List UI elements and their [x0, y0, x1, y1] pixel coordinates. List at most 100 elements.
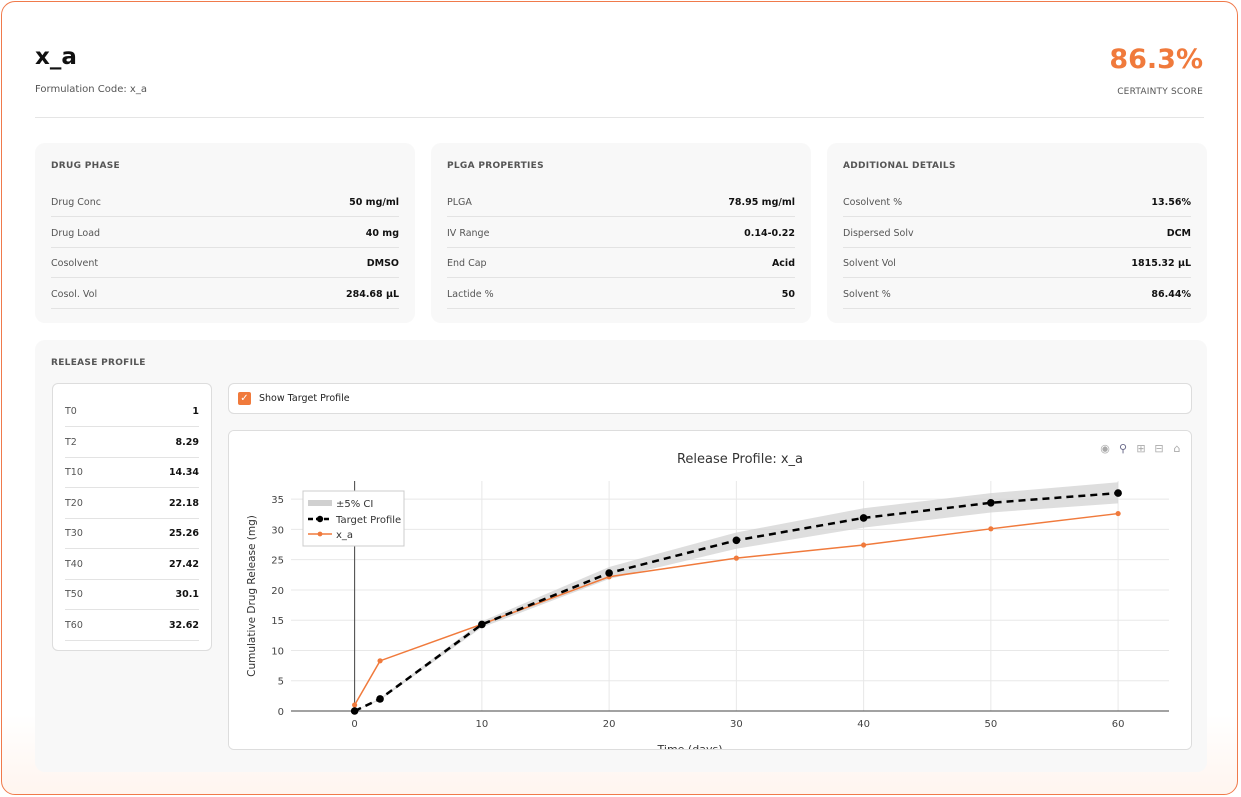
home-icon[interactable]: ⌂ — [1173, 442, 1181, 455]
timepoint-label: T20 — [65, 498, 83, 509]
timepoint-row: T60 32.62 — [65, 610, 199, 641]
target-point — [478, 620, 486, 629]
zoom-in-icon[interactable]: ⊞ — [1136, 442, 1146, 455]
detail-label: PLGA — [447, 197, 472, 208]
timepoint-label: T30 — [65, 528, 83, 539]
timepoint-label: T2 — [65, 437, 77, 448]
timepoint-row: T10 14.34 — [65, 457, 199, 488]
target-line — [354, 491, 1119, 713]
detail-value: Acid — [771, 258, 795, 269]
timepoint-row: T40 27.42 — [65, 549, 199, 580]
detail-label: End Cap — [447, 258, 487, 269]
timepoint-row: T20 22.18 — [65, 488, 199, 519]
timepoint-label: T0 — [65, 406, 77, 417]
detail-value: 13.56% — [1151, 197, 1191, 208]
card-title: PLGA PROPERTIES — [447, 161, 544, 171]
detail-row: End Cap Acid — [447, 247, 795, 278]
detail-label: Dispersed Solv — [843, 228, 914, 239]
detail-row: Lactide % 50 — [447, 278, 795, 309]
release-chart-container: ◉ ⚲ ⊞ ⊟ ⌂ Release Profile: x_a 0 10 20 30 40 5… — [228, 430, 1192, 750]
certainty-score-label: CERTAINTY SCORE — [1117, 87, 1203, 97]
detail-value: 78.95 mg/ml — [728, 197, 795, 208]
camera-icon[interactable]: ◉ — [1100, 442, 1110, 455]
additional-details-card: ADDITIONAL DETAILS Cosolvent % 13.56% Dis… — [827, 143, 1207, 323]
legend-xa-label: x_a — [336, 530, 353, 541]
detail-row: Dispersed Solv DCM — [843, 217, 1191, 248]
timepoint-value: 32.62 — [168, 620, 199, 631]
timepoint-value: 22.18 — [168, 498, 199, 509]
detail-row: Solvent Vol 1815.32 µL — [843, 247, 1191, 278]
x-tick-label: 20 — [603, 719, 616, 730]
target-point — [605, 569, 613, 577]
ci-band — [354, 482, 1119, 711]
detail-row: PLGA 78.95 mg/ml — [447, 186, 795, 217]
timepoint-value: 14.34 — [168, 467, 199, 478]
timepoint-value: 30.1 — [175, 589, 199, 600]
detail-row: Cosolvent % 13.56% — [843, 186, 1191, 217]
x-tick-label: 50 — [984, 719, 997, 730]
detail-value: 50 — [781, 289, 795, 300]
detail-row: IV Range 0.14-0.22 — [447, 217, 795, 248]
xa-line — [353, 512, 1119, 706]
timepoint-value: 27.42 — [168, 559, 199, 570]
xa-point — [352, 702, 358, 708]
chart-title: Release Profile: x_a — [677, 452, 803, 467]
timepoint-value: 25.26 — [168, 528, 199, 539]
xa-point — [861, 542, 867, 548]
y-tick-label: 25 — [271, 556, 284, 567]
release-chart: Release Profile: x_a 0 10 20 30 40 50 60 0 5 10 15 2… — [229, 431, 1191, 749]
detail-row: Drug Conc 50 mg/ml — [51, 186, 399, 217]
legend-target-marker — [316, 515, 324, 523]
detail-label: Cosol. Vol — [51, 289, 98, 300]
timepoint-row: T2 8.29 — [65, 427, 199, 458]
x-axis-label: Time (days) — [657, 743, 723, 749]
certainty-score: 86.3% — [1109, 44, 1203, 75]
detail-label: Cosolvent % — [843, 197, 903, 208]
y-tick-label: 20 — [271, 586, 284, 597]
timepoint-value: 1 — [192, 406, 199, 417]
drug-phase-card: DRUG PHASE Drug Conc 50 mg/ml Drug Load 40… — [35, 143, 415, 323]
formulation-code: Formulation Code: x_a — [35, 84, 147, 95]
detail-label: Drug Conc — [51, 197, 101, 208]
timepoint-value: 8.29 — [175, 437, 199, 448]
y-tick-label: 35 — [271, 495, 284, 506]
y-tick-label: 0 — [278, 707, 284, 718]
x-tick-label: 30 — [730, 719, 743, 730]
y-tick-label: 5 — [278, 677, 284, 688]
card-title: ADDITIONAL DETAILS — [843, 161, 956, 171]
zoom-icon[interactable]: ⚲ — [1118, 442, 1128, 455]
detail-value: 40 mg — [365, 228, 399, 239]
target-point — [859, 514, 868, 522]
chart-modebar: ◉ ⚲ ⊞ ⊟ ⌂ — [1099, 443, 1183, 455]
detail-row: Solvent % 86.44% — [843, 278, 1191, 309]
detail-label: Drug Load — [51, 228, 101, 239]
x-tick-label: 60 — [1112, 719, 1125, 730]
zoom-out-icon[interactable]: ⊟ — [1154, 442, 1164, 455]
detail-label: IV Range — [447, 228, 490, 239]
timepoint-row: T30 25.26 — [65, 518, 199, 549]
detail-value: 0.14-0.22 — [744, 228, 795, 239]
detail-label: Cosolvent — [51, 258, 99, 269]
show-target-checkbox[interactable]: ✓ — [238, 392, 251, 405]
detail-label: Solvent % — [843, 289, 891, 300]
target-point — [987, 498, 995, 507]
detail-label: Lactide % — [447, 289, 494, 300]
target-point — [350, 707, 359, 715]
page-title: x_a — [35, 44, 77, 70]
detail-value: 86.44% — [1151, 289, 1191, 300]
y-tick-label: 30 — [271, 525, 284, 536]
x-tick-label: 40 — [857, 719, 870, 730]
plga-properties-card: PLGA PROPERTIES PLGA 78.95 mg/ml IV Range… — [431, 143, 811, 323]
timepoint-row: T50 30.1 — [65, 579, 199, 610]
legend-ci-label: ±5% CI — [336, 499, 373, 510]
xa-point — [1115, 510, 1121, 517]
detail-value: 284.68 µL — [345, 289, 399, 300]
detail-value: DCM — [1166, 228, 1191, 239]
target-point — [376, 695, 384, 703]
timepoint-label: T60 — [65, 620, 83, 631]
show-target-label[interactable]: Show Target Profile — [259, 393, 350, 404]
detail-row: Drug Load 40 mg — [51, 217, 399, 248]
show-target-toggle[interactable]: ✓ Show Target Profile — [228, 383, 1192, 414]
release-profile-section: RELEASE PROFILE T0 1 T2 8.29 T10 14.34 T20 2… — [35, 340, 1207, 772]
